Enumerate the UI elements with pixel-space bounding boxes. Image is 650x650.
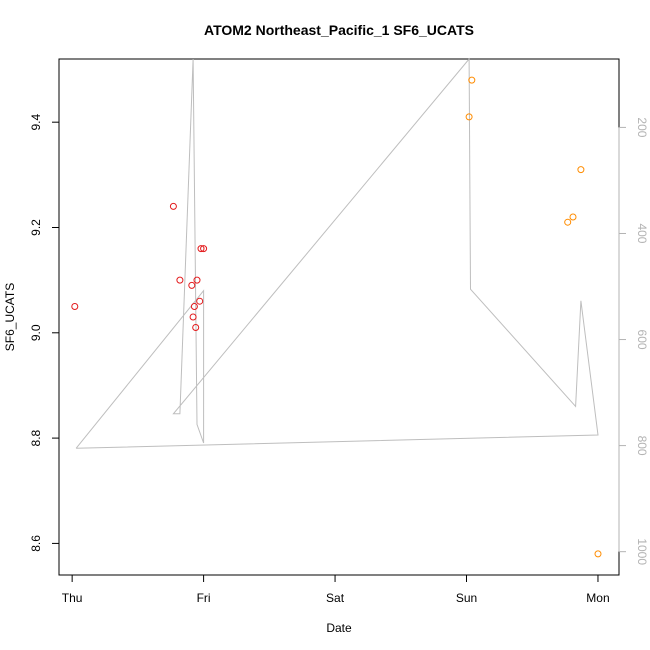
x-tick-label: Sun [456, 591, 477, 605]
data-point [569, 213, 577, 221]
data-point [564, 218, 572, 226]
y-tick-label: 8.6 [29, 535, 43, 552]
right-tick-label: 200 [635, 117, 649, 137]
x-axis: Thu Fri Sat Sun Mon [62, 574, 610, 605]
right-tick-label: 600 [635, 330, 649, 350]
data-point [192, 324, 200, 331]
right-tick-label: 1000 [635, 538, 649, 565]
pressure-line-layer [75, 57, 599, 449]
data-point [188, 281, 196, 289]
x-tick-label: Thu [62, 591, 83, 605]
data-point [468, 76, 476, 84]
x-axis-label: Date [326, 621, 352, 635]
data-point [200, 245, 208, 253]
data-point [465, 113, 473, 121]
data-point [71, 303, 79, 310]
y-tick-label: 9.4 [29, 114, 43, 131]
y-tick-label: 8.8 [29, 429, 43, 446]
chart-title: ATOM2 Northeast_Pacific_1 SF6_UCATS [204, 22, 474, 38]
y-tick-label: 9.0 [29, 324, 43, 341]
x-tick-label: Sat [326, 591, 345, 605]
y-tick-label: 9.2 [29, 219, 43, 236]
data-point [169, 202, 177, 210]
data-point [190, 303, 198, 310]
right-axis: 200 400 600 800 1000 [618, 117, 649, 565]
data-point [196, 297, 204, 305]
data-point [577, 166, 585, 174]
data-point [189, 313, 197, 321]
data-point [193, 276, 201, 284]
right-tick-label: 400 [635, 223, 649, 243]
right-tick-label: 800 [635, 436, 649, 456]
data-point [176, 276, 184, 284]
x-tick-label: Fri [197, 591, 211, 605]
data-point [594, 550, 602, 558]
pressure-line [75, 57, 599, 449]
x-tick-label: Mon [586, 591, 609, 605]
y-axis: 8.6 8.8 9.0 9.2 9.4 [29, 114, 60, 552]
y-axis-label: SF6_UCATS [3, 283, 17, 351]
data-point [197, 245, 205, 253]
points-layer [71, 76, 602, 558]
plot-frame [58, 58, 620, 576]
